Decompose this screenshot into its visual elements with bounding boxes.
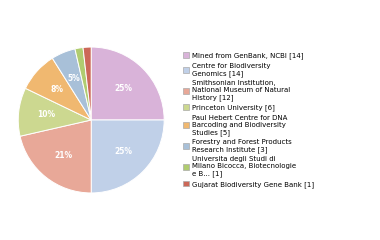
Text: 25%: 25%: [114, 148, 132, 156]
Wedge shape: [52, 49, 91, 120]
Legend: Mined from GenBank, NCBI [14], Centre for Biodiversity
Genomics [14], Smithsonia: Mined from GenBank, NCBI [14], Centre fo…: [182, 52, 315, 188]
Text: 8%: 8%: [51, 85, 64, 94]
Wedge shape: [18, 88, 91, 136]
Wedge shape: [25, 58, 91, 120]
Wedge shape: [91, 120, 164, 193]
Text: 5%: 5%: [68, 74, 80, 83]
Wedge shape: [20, 120, 91, 193]
Text: 10%: 10%: [37, 110, 55, 120]
Text: 25%: 25%: [114, 84, 132, 92]
Text: 21%: 21%: [54, 151, 72, 160]
Wedge shape: [75, 48, 91, 120]
Wedge shape: [91, 47, 164, 120]
Wedge shape: [83, 47, 91, 120]
